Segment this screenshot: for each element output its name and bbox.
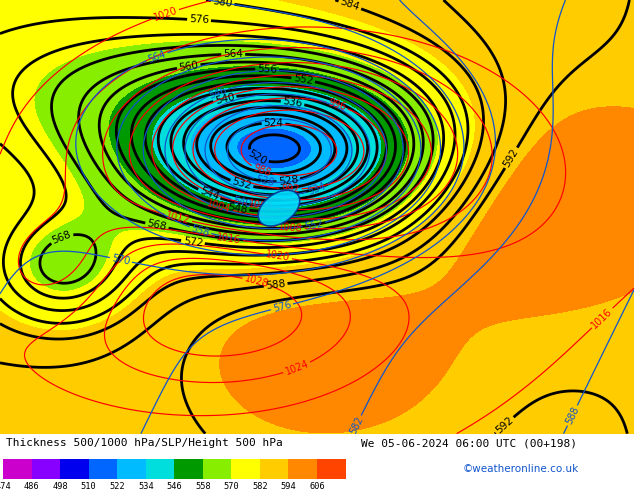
- Text: 582: 582: [347, 415, 365, 436]
- Text: 540: 540: [231, 195, 252, 209]
- Bar: [203, 459, 231, 479]
- Text: 558: 558: [190, 223, 210, 238]
- Text: 552: 552: [292, 73, 314, 86]
- Bar: [3, 459, 32, 479]
- Text: 1012: 1012: [165, 210, 191, 226]
- Text: 1020: 1020: [152, 5, 179, 23]
- Text: 534: 534: [307, 181, 328, 196]
- Bar: [288, 459, 317, 479]
- Bar: [317, 459, 346, 479]
- Text: 534: 534: [138, 482, 153, 490]
- Text: 1008: 1008: [278, 221, 303, 233]
- Text: 580: 580: [212, 0, 233, 9]
- Text: 524: 524: [264, 118, 283, 128]
- Text: 992: 992: [281, 184, 300, 194]
- Text: 1024: 1024: [283, 359, 310, 377]
- Text: 546: 546: [167, 482, 182, 490]
- Text: 564: 564: [146, 49, 167, 64]
- Bar: [60, 459, 89, 479]
- Text: We 05-06-2024 06:00 UTC (00+198): We 05-06-2024 06:00 UTC (00+198): [361, 438, 578, 448]
- Bar: [89, 459, 117, 479]
- Text: 528: 528: [278, 175, 299, 187]
- Text: 486: 486: [24, 482, 39, 490]
- Text: 572: 572: [183, 236, 204, 248]
- Text: 536: 536: [282, 96, 303, 109]
- Text: 606: 606: [309, 482, 325, 490]
- Text: 570: 570: [111, 253, 131, 267]
- Text: 522: 522: [110, 482, 125, 490]
- Text: 532: 532: [231, 176, 252, 192]
- Text: 996: 996: [327, 98, 347, 113]
- Text: 1016: 1016: [216, 232, 242, 245]
- Text: 988: 988: [251, 163, 272, 178]
- Text: 520: 520: [247, 148, 269, 167]
- Text: 1020: 1020: [265, 249, 291, 263]
- Text: 568: 568: [51, 229, 73, 246]
- Text: 576: 576: [272, 299, 292, 314]
- Text: Thickness 500/1000 hPa/SLP/Height 500 hPa: Thickness 500/1000 hPa/SLP/Height 500 hP…: [6, 438, 283, 448]
- Ellipse shape: [258, 190, 300, 226]
- Text: 540: 540: [214, 92, 235, 105]
- Text: 588: 588: [265, 279, 286, 291]
- Text: ©weatheronline.co.uk: ©weatheronline.co.uk: [463, 464, 579, 474]
- Text: 568: 568: [146, 219, 168, 233]
- Text: 558: 558: [195, 482, 210, 490]
- Text: 1016: 1016: [590, 306, 614, 330]
- Text: 474: 474: [0, 482, 11, 490]
- Text: 528: 528: [255, 174, 275, 188]
- Text: 1000: 1000: [248, 199, 274, 213]
- Text: 594: 594: [281, 482, 296, 490]
- Bar: [117, 459, 146, 479]
- Text: 592: 592: [494, 415, 515, 436]
- Text: 1004: 1004: [206, 198, 232, 215]
- Bar: [32, 459, 60, 479]
- Text: 582: 582: [252, 482, 268, 490]
- Text: 498: 498: [53, 482, 68, 490]
- Text: 510: 510: [81, 482, 96, 490]
- Text: 560: 560: [178, 60, 199, 73]
- Bar: [174, 459, 203, 479]
- Text: 564: 564: [223, 49, 243, 59]
- Bar: [231, 459, 260, 479]
- Bar: [260, 459, 288, 479]
- Text: 584: 584: [339, 0, 361, 13]
- Text: 588: 588: [564, 405, 581, 426]
- Text: 556: 556: [257, 64, 277, 75]
- Text: 576: 576: [189, 14, 209, 25]
- Text: 544: 544: [198, 186, 220, 202]
- Text: 552: 552: [304, 218, 324, 231]
- Text: 546: 546: [207, 85, 228, 100]
- Text: 1028: 1028: [243, 273, 269, 290]
- Text: 592: 592: [501, 147, 521, 169]
- Bar: [146, 459, 174, 479]
- Text: 570: 570: [224, 482, 239, 490]
- Text: 548: 548: [227, 202, 248, 215]
